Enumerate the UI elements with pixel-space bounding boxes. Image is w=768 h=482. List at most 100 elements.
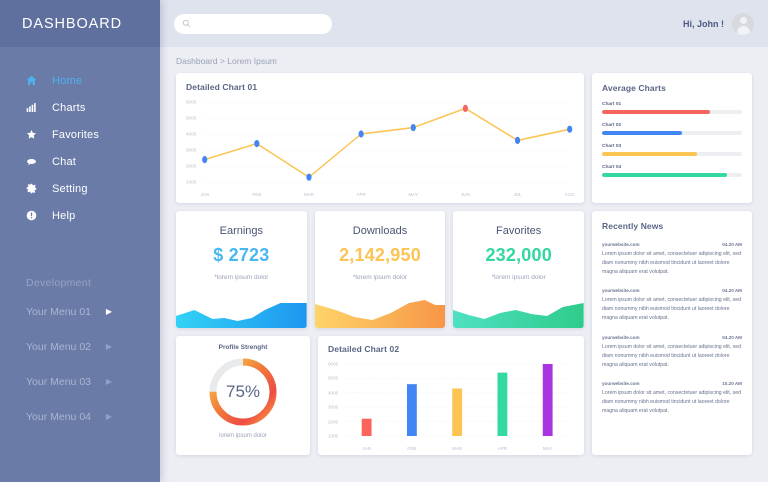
profile-percent: 75% [225,382,261,401]
greeting-text: Hi, John ! [683,18,724,29]
chevron-right-icon: ▶ [105,306,112,316]
stat-value: 2,142,950 [339,245,421,265]
x-axis-tick: APR [356,192,366,197]
sidebar-item-label: Charts [52,101,86,114]
average-charts-card: Average Charts Chart 01 Chart 02 Chart 03 C… [592,73,752,203]
stat-title: Favorites [496,225,542,237]
stat-card-earnings: Earnings $ 2723 *lorem ipsum dolor [176,211,307,328]
news-text: Lorem ipsum dolor sit amet, consectetuer… [602,343,741,368]
news-item[interactable]: yourwebsite.com 10.20 AM Lorem ipsum dolor… [602,381,742,416]
news-item-header: yourwebsite.com 04.20 AM [602,335,742,340]
sidebar-submenu-label: Your Menu 04 [26,410,91,423]
sidebar-submenu-label: Your Menu 01 [26,305,91,318]
news-item[interactable]: yourwebsite.com 04.20 AM Lorem ipsum dolor… [602,335,742,370]
x-axis-tick: MAY [408,192,419,197]
search-box[interactable] [174,13,332,34]
sidebar-item-label: Chat [52,155,77,168]
search-icon [182,19,191,28]
average-chart-item: Chart 02 [602,123,742,135]
left-column: Detailed Chart 01 1000 2000 3000 4000 5000 60… [176,73,585,455]
stat-title: Earnings [219,225,264,237]
x-axis-tick: FEB [252,192,262,197]
news-text: Lorem ipsum dolor sit amet, consectetuer… [602,389,741,415]
news-timestamp: 04.20 AM [722,334,742,340]
progress-fill [602,110,710,114]
y-axis-tick: 5000 [328,375,339,381]
progress-track [602,173,742,177]
progress-fill [602,173,727,177]
avatar[interactable] [732,12,754,35]
stat-value: 232,000 [485,245,552,265]
search-input[interactable] [195,18,324,29]
y-axis-tick: 2000 [186,163,197,169]
progress-track [602,131,742,135]
sidebar-submenu-1[interactable]: Your Menu 01 ▶ [0,299,160,324]
sidebar-submenu-4[interactable]: Your Menu 04 ▶ [0,404,160,429]
x-axis-tick: APR [497,446,508,451]
exclamation-circle-icon [26,210,52,221]
detailed-chart-01-card: Detailed Chart 01 1000 2000 3000 4000 5000 60… [176,73,584,203]
sidebar-nav: Home Charts Favorites Chat Setting Help [0,47,160,229]
user-area[interactable]: Hi, John ! [683,12,754,35]
sidebar-item-charts[interactable]: Charts [0,94,160,121]
news-text: Lorem ipsum dolor sit amet, consectetuer… [602,297,741,322]
sidebar-item-label: Help [52,209,76,222]
sidebar-submenu-2[interactable]: Your Menu 02 ▶ [0,334,160,359]
x-axis-tick: MAY [542,446,553,451]
average-chart-item: Chart 03 [602,144,742,156]
stat-title: Downloads [352,225,408,237]
y-axis-tick: 1000 [186,179,197,185]
sidebar-submenu-label: Your Menu 02 [26,340,91,353]
news-item-header: yourwebsite.com 04.20 AM [602,288,742,293]
chat-bubble-icon [26,156,52,167]
sidebar-submenu-3[interactable]: Your Menu 03 ▶ [0,369,160,394]
news-source: yourwebsite.com [602,380,640,386]
news-source: yourwebsite.com [602,334,640,340]
sidebar-item-home[interactable]: Home [0,67,160,94]
sparkline-chart [314,294,446,328]
y-axis-tick: 6000 [186,99,197,105]
sidebar-item-setting[interactable]: Setting [0,175,160,202]
y-axis-tick: 6000 [328,361,339,367]
x-axis-tick: MAR [452,446,463,451]
sidebar-item-label: Setting [52,182,88,195]
chart02-title: Detailed Chart 02 [328,344,400,354]
home-icon [26,75,52,86]
sidebar-item-label: Home [52,74,83,87]
average-chart-item: Chart 01 [602,102,742,114]
progress-fill [602,152,698,156]
news-title: Recently News [602,221,664,231]
x-axis-tick: JAN [200,192,210,197]
average-chart-label: Chart 03 [602,144,622,149]
profile-caption: lorem ipsum dolor [219,433,267,439]
y-axis-tick: 4000 [328,390,339,396]
sidebar-section-label: Development [26,277,92,289]
news-source: yourwebsite.com [602,288,640,294]
y-axis-tick: 3000 [186,147,197,153]
news-list: yourwebsite.com 04.20 AM Lorem ipsum dolor… [602,242,742,416]
news-item[interactable]: yourwebsite.com 04.20 AM Lorem ipsum dolor… [602,242,742,277]
y-axis-tick: 5000 [186,115,197,121]
x-axis-tick: JAN [362,446,371,451]
chevron-right-icon: ▶ [105,411,112,421]
x-axis-tick: MAR [303,192,315,197]
sidebar: DASHBOARD Home Charts Favorites Chat Setting… [0,0,160,482]
news-text: Lorem ipsum dolor sit amet, consectetuer… [602,251,741,276]
news-source: yourwebsite.com [602,242,640,247]
sidebar-item-favorites[interactable]: Favorites [0,121,160,148]
topbar: Hi, John ! [160,0,768,47]
breadcrumb: Dashboard > Lorem Ipsum [176,56,277,66]
stat-subtitle: *lorem ipsum dolor [214,274,269,281]
sidebar-item-help[interactable]: Help [0,202,160,229]
sparkline-chart [453,294,585,328]
news-timestamp: 04.20 AM [722,288,742,294]
donut-chart: 75% [206,355,280,429]
gear-icon [26,183,52,194]
y-axis-tick: 2000 [328,419,339,425]
recently-news-card: Recently News yourwebsite.com 04.20 AM Lor… [592,211,752,455]
detailed-chart-02-card: Detailed Chart 02 1000 2000 3000 4000 5000 60… [318,336,584,455]
sidebar-item-chat[interactable]: Chat [0,148,160,175]
average-chart-label: Chart 01 [602,102,622,107]
news-item[interactable]: yourwebsite.com 04.20 AM Lorem ipsum dolor… [602,288,742,323]
